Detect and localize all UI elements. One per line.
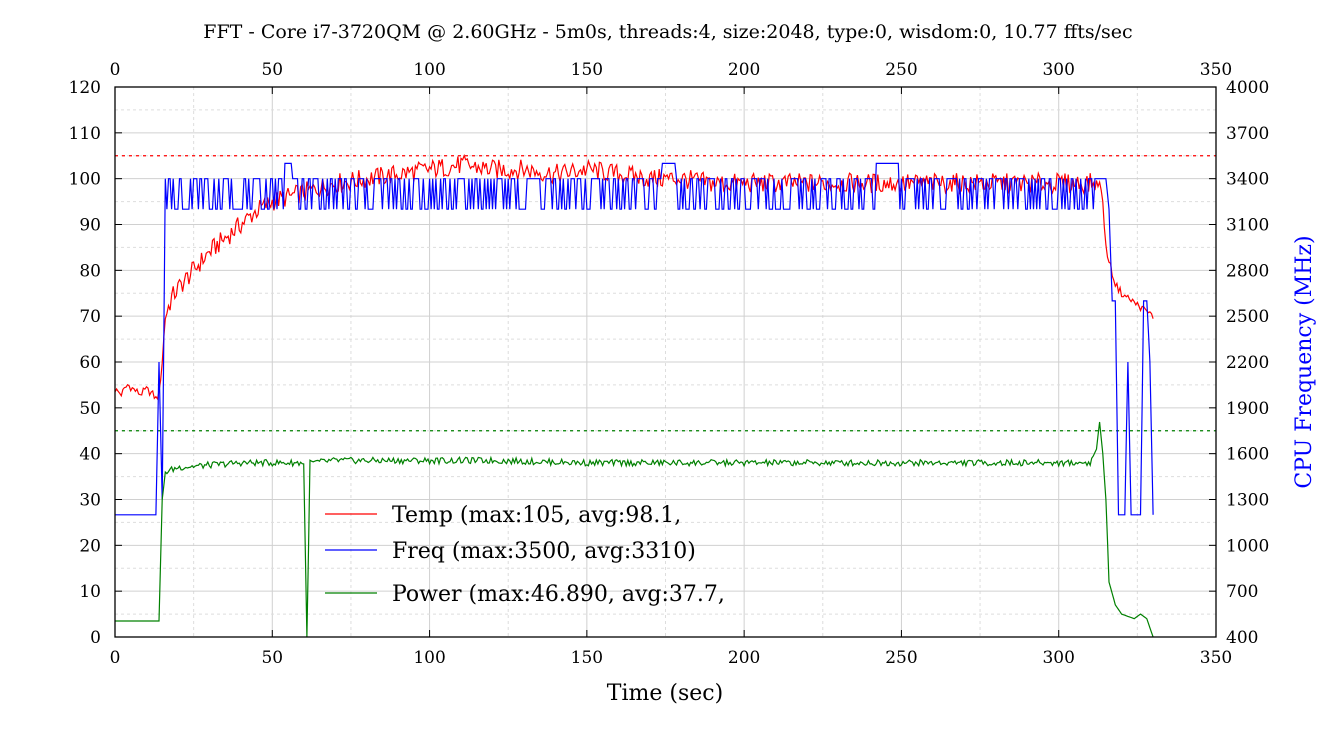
y-tick-label: 10	[79, 582, 101, 602]
series-line-power	[115, 421, 1154, 638]
y-tick-label: 20	[79, 536, 101, 556]
y2-tick-label: 4000	[1226, 78, 1269, 98]
x-tick-label: 150	[571, 648, 603, 668]
series-line-freq	[115, 162, 1154, 516]
y2-tick-label: 2200	[1226, 353, 1269, 373]
x-tick-label: 50	[261, 648, 283, 668]
x2-tick-label: 300	[1042, 60, 1074, 80]
legend: Temp (max:105, avg:98.1, Freq (max:3500, …	[325, 503, 725, 607]
x-axis-label: Time (sec)	[607, 681, 723, 706]
y-tick-label: 0	[90, 628, 101, 648]
x-tick-label: 0	[110, 648, 121, 668]
x-tick-label: 350	[1200, 648, 1232, 668]
x2-tick-label: 250	[885, 60, 917, 80]
axis-ticks	[114, 86, 1217, 638]
x2-tick-label: 350	[1200, 60, 1232, 80]
y2-tick-label: 3700	[1226, 124, 1269, 144]
y-tick-label: 100	[69, 170, 101, 190]
grid	[115, 87, 1216, 637]
chart-title: FFT - Core i7-3720QM @ 2.60GHz - 5m0s, t…	[203, 21, 1132, 43]
legend-label: Temp (max:105, avg:98.1,	[392, 503, 681, 528]
y2-tick-label: 1300	[1226, 491, 1269, 511]
y2-axis-label: CPU Frequency (MHz)	[1292, 235, 1317, 488]
x2-tick-label: 50	[261, 60, 283, 80]
legend-label: Power (max:46.890, avg:37.7,	[392, 582, 725, 607]
x-tick-labels: 0 50 100 150 200 250 300 350	[110, 648, 1233, 668]
y-tick-label: 70	[79, 307, 101, 327]
y2-tick-label: 3100	[1226, 216, 1269, 236]
plot-series	[114, 153, 1154, 638]
legend-label: Freq (max:3500, avg:3310)	[392, 539, 696, 564]
y2-tick-label: 1000	[1226, 536, 1269, 556]
x2-tick-label: 100	[413, 60, 445, 80]
x2-tick-label: 150	[571, 60, 603, 80]
x2-tick-label: 200	[728, 60, 760, 80]
y-tick-label: 30	[79, 491, 101, 511]
x2-tick-labels: 0 50 100 150 200 250 300 350	[110, 60, 1233, 80]
y-tick-label: 80	[79, 261, 101, 281]
y2-tick-label: 2500	[1226, 307, 1269, 327]
x-tick-label: 250	[885, 648, 917, 668]
x-tick-label: 100	[413, 648, 445, 668]
y2-tick-labels: 400 700 1000 1300 1600 1900 2200 2500 2800 3100 34…	[1226, 78, 1269, 648]
y2-tick-label: 700	[1226, 582, 1258, 602]
x-tick-label: 200	[728, 648, 760, 668]
y-tick-label: 40	[79, 445, 101, 465]
reference-lines	[115, 155, 1216, 432]
y-tick-label: 60	[79, 353, 101, 373]
y2-tick-label: 3400	[1226, 170, 1269, 190]
y-tick-label: 110	[69, 124, 101, 144]
x2-tick-label: 0	[110, 60, 121, 80]
x-tick-label: 300	[1042, 648, 1074, 668]
y-tick-labels: 0 10 20 30 40 50 60 70 80 90 100 110 120	[69, 78, 101, 648]
y2-tick-label: 400	[1226, 628, 1258, 648]
y-tick-label: 120	[69, 78, 101, 98]
y2-tick-label: 1600	[1226, 445, 1269, 465]
y2-tick-label: 2800	[1226, 261, 1269, 281]
y-tick-label: 90	[79, 216, 101, 236]
y-tick-label: 50	[79, 399, 101, 419]
y2-tick-label: 1900	[1226, 399, 1269, 419]
